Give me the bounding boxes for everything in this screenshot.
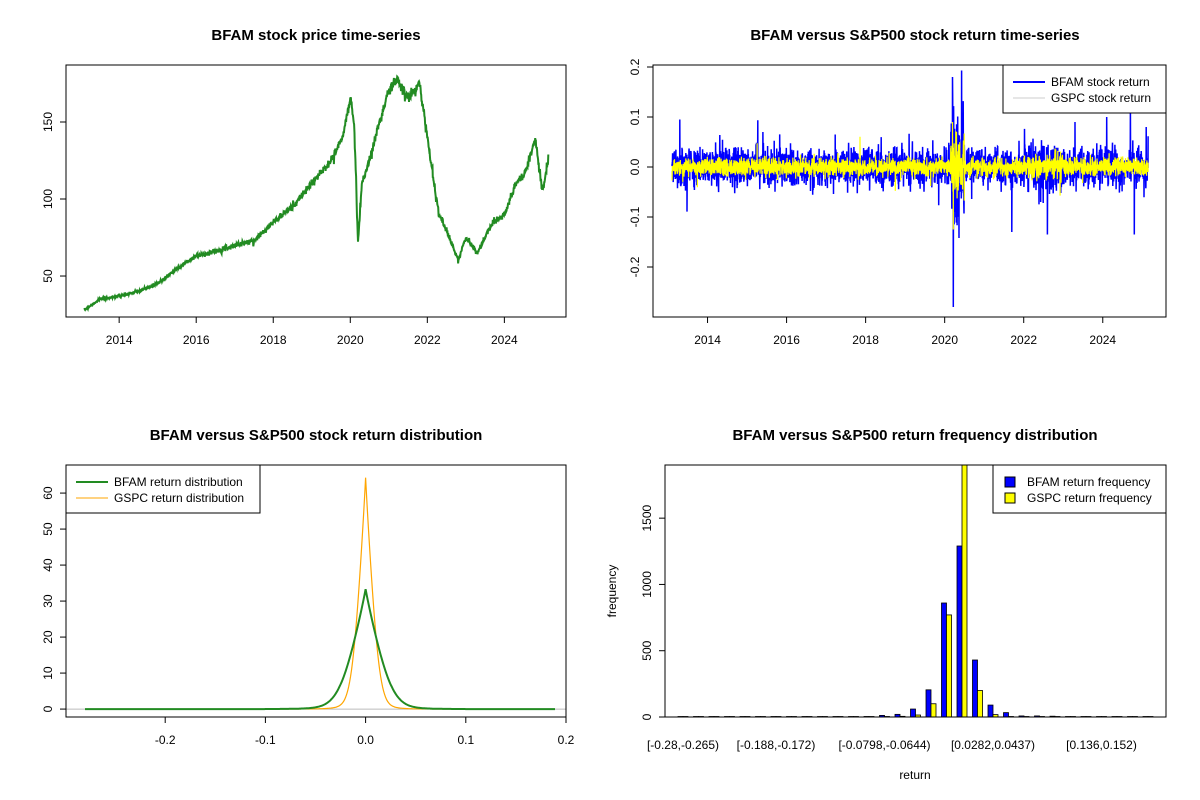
y-tick-label: 100	[41, 189, 55, 209]
price-line	[83, 74, 550, 313]
legend-swatch	[1004, 476, 1016, 488]
gspc-return-line	[671, 121, 1149, 230]
legend-label: BFAM stock return	[1051, 75, 1150, 89]
plot-frame	[65, 464, 567, 718]
y-tick-label: 0	[640, 713, 654, 720]
plot-frame	[65, 64, 567, 318]
distribution-panel: -0.2 -0.1 0.0 0.1 0.2 0 10 20 30 40 50 60 BFAM retur…	[41, 464, 575, 747]
x-tick-label: 2014	[106, 333, 133, 347]
bfam-bar	[987, 704, 994, 718]
x-tick-label: [-0.28,-0.265)	[647, 738, 719, 752]
x-tick-label: 2022	[414, 333, 441, 347]
x-tick-label: 0.2	[558, 733, 575, 747]
gspc-bar	[961, 464, 968, 718]
x-tick-label: 2016	[773, 333, 800, 347]
frequency-panel: 0 500 1000 1500 [-0.28,-0.265) [-0.188,-0.172…	[640, 464, 1167, 752]
title-price: BFAM stock price time-series	[211, 27, 420, 44]
y-tick-label: 60	[41, 486, 55, 500]
title-returns: BFAM versus S&P500 stock return time-ser…	[750, 27, 1079, 44]
bfam-bar	[956, 545, 963, 718]
x-tick-label: [-0.0798,-0.0644)	[838, 738, 930, 752]
x-tick-label: 2020	[931, 333, 958, 347]
gspc-bar	[977, 690, 983, 718]
title-distribution: BFAM versus S&P500 stock return distribu…	[150, 427, 483, 444]
y-tick-label: 50	[41, 522, 55, 536]
bfam-bar	[910, 708, 916, 718]
y-tick-label: 30	[41, 594, 55, 608]
x-tick-label: [0.136,0.152)	[1066, 738, 1137, 752]
plot-frame	[652, 64, 1167, 318]
y-tick-label: 150	[41, 112, 55, 132]
y-tick-label: 500	[640, 640, 654, 660]
bfam-density-line	[85, 589, 555, 711]
x-tick-label: 2018	[260, 333, 287, 347]
y-tick-label: -0.1	[628, 206, 642, 227]
x-tick-label: 2024	[1089, 333, 1116, 347]
x-tick-label: 0.0	[357, 733, 374, 747]
legend-box	[65, 464, 261, 514]
bfam-bar	[1003, 712, 1009, 718]
title-frequency: BFAM versus S&P500 return frequency dist…	[732, 427, 1097, 444]
y-tick-label: 0.0	[628, 158, 642, 175]
gspc-bar	[930, 703, 937, 718]
gspc-bar	[946, 614, 952, 718]
y-tick-label: 10	[41, 666, 55, 680]
plot-frame	[664, 464, 1167, 718]
returns-panel: 2014 2016 2018 2020 2022 2024 -0.2 -0.1 0.0 0.1 0.…	[628, 58, 1167, 347]
legend-box	[992, 464, 1167, 514]
x-tick-label: [0.0282,0.0437)	[951, 738, 1035, 752]
legend-label: GSPC return frequency	[1027, 491, 1152, 505]
y-tick-label: 40	[41, 558, 55, 572]
x-tick-label: 2020	[337, 333, 364, 347]
y-tick-label: 1000	[640, 571, 654, 598]
legend-label: GSPC stock return	[1051, 91, 1151, 105]
y-tick-label: 20	[41, 630, 55, 644]
y-tick-label: -0.2	[628, 256, 642, 277]
x-tick-label: 2018	[852, 333, 879, 347]
x-tick-label: 2014	[694, 333, 721, 347]
x-tick-label: -0.1	[255, 733, 276, 747]
x-tick-label: 2024	[491, 333, 518, 347]
y-tick-label: 50	[41, 269, 55, 283]
x-tick-label: 2022	[1010, 333, 1037, 347]
legend-label: GSPC return distribution	[114, 491, 244, 505]
x-axis-label-return: return	[899, 768, 930, 782]
bfam-bar	[925, 689, 932, 718]
y-axis-label-frequency: frequency	[605, 565, 619, 618]
legend-box	[1002, 64, 1167, 114]
legend-label: BFAM return distribution	[114, 475, 243, 489]
price-panel: 2014 2016 2018 2020 2022 2024 50 100 150	[41, 64, 567, 347]
bfam-bar	[941, 602, 947, 718]
y-tick-label: 0.2	[628, 58, 642, 75]
y-tick-label: 1500	[640, 504, 654, 531]
legend-label: BFAM return frequency	[1027, 475, 1150, 489]
x-tick-label: -0.2	[155, 733, 176, 747]
y-tick-label: 0	[41, 705, 55, 712]
x-tick-label: 0.1	[457, 733, 474, 747]
bfam-bar	[972, 659, 978, 718]
legend-swatch	[1004, 492, 1016, 504]
y-tick-label: 0.1	[628, 108, 642, 125]
x-tick-label: 2016	[183, 333, 210, 347]
x-tick-label: [-0.188,-0.172)	[737, 738, 816, 752]
